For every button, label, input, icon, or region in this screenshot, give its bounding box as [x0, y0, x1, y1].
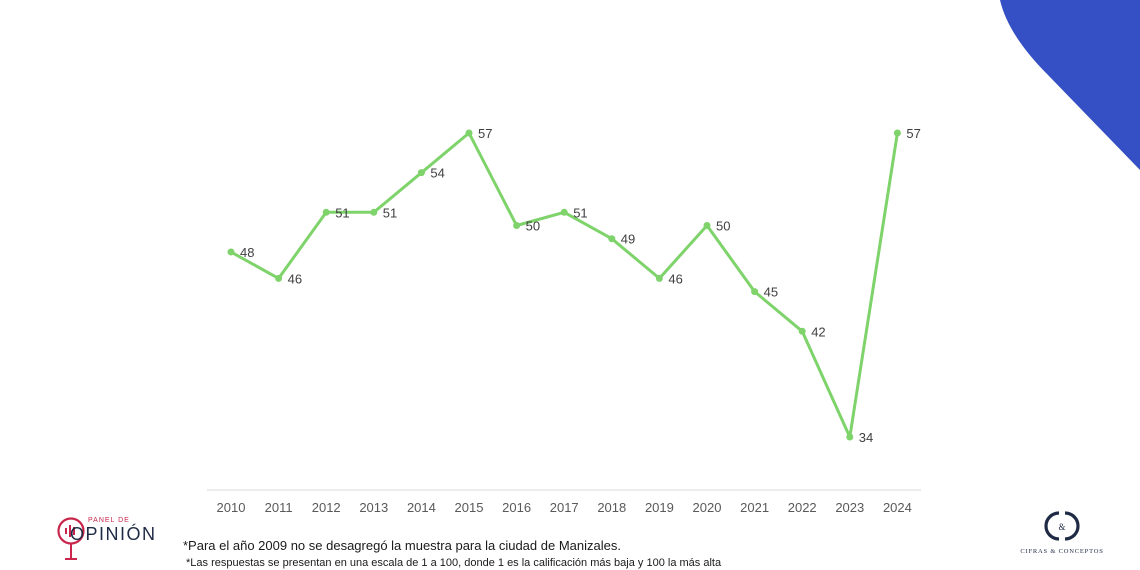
x-tick-label: 2022: [788, 500, 817, 515]
x-tick-label: 2023: [835, 500, 864, 515]
footnote-sample: *Para el año 2009 no se desagregó la mue…: [183, 538, 621, 553]
svg-text:&: &: [1058, 522, 1065, 532]
data-label: 45: [764, 285, 778, 300]
data-point: [275, 274, 283, 282]
cifras-conceptos-logo: & CIFRAS & CONCEPTOS: [1012, 506, 1112, 566]
data-label: 42: [811, 324, 825, 339]
x-tick-label: 2016: [502, 500, 531, 515]
data-point: [513, 222, 521, 230]
x-tick-label: 2018: [597, 500, 626, 515]
x-tick-label: 2020: [693, 500, 722, 515]
data-point: [417, 169, 425, 177]
x-tick-label: 2019: [645, 500, 674, 515]
footnote-scale: *Las respuestas se presentan en una esca…: [186, 557, 722, 569]
data-label: 57: [478, 126, 492, 141]
data-label: 51: [383, 205, 397, 220]
x-tick-label: 2010: [217, 500, 246, 515]
x-tick-label: 2024: [883, 500, 912, 515]
data-label: 46: [288, 271, 302, 286]
microphone-icon: [57, 517, 85, 560]
panel-de-opinion-logo: PANEL DE OPINIÓN: [54, 512, 164, 566]
x-tick-label: 2012: [312, 500, 341, 515]
data-point: [322, 208, 330, 216]
logo-text-opinion: OPINIÓN: [70, 524, 157, 544]
data-point: [560, 208, 568, 216]
data-labels: 48 46 51 51 54 57 50 51 49 46 50 45 42 34 57: [240, 126, 921, 445]
data-point: [703, 222, 711, 230]
data-points: [227, 129, 901, 441]
data-label: 54: [430, 166, 444, 181]
data-point: [465, 129, 473, 137]
data-label: 49: [621, 232, 635, 247]
data-label: 50: [716, 219, 730, 234]
data-label: 51: [335, 205, 349, 220]
data-point: [608, 235, 616, 243]
x-tick-label: 2021: [740, 500, 769, 515]
cc-monogram-icon: &: [1044, 511, 1080, 541]
logo-text-cifras-conceptos: CIFRAS & CONCEPTOS: [1020, 548, 1104, 555]
corner-decoration: [1000, 0, 1140, 170]
data-label: 51: [573, 205, 587, 220]
data-label: 46: [668, 271, 682, 286]
data-point: [370, 208, 378, 216]
x-tick-label: 2013: [359, 500, 388, 515]
data-label: 48: [240, 245, 254, 260]
data-label: 34: [859, 430, 873, 445]
logo-text-panel-de: PANEL DE: [88, 517, 130, 524]
data-label: 50: [526, 219, 540, 234]
x-tick-label: 2015: [455, 500, 484, 515]
data-point: [798, 327, 806, 335]
series-line: [229, 131, 899, 439]
data-label: 57: [906, 126, 920, 141]
data-point: [227, 248, 235, 256]
x-tick-labels: 2010 2011 2012 2013 2014 2015 2016 2017 2018 2019…: [217, 500, 912, 515]
x-tick-label: 2011: [265, 500, 293, 515]
data-point: [751, 288, 759, 296]
data-point: [846, 433, 854, 441]
data-point: [893, 129, 901, 137]
data-point: [655, 274, 663, 282]
x-tick-label: 2017: [550, 500, 579, 515]
x-tick-label: 2014: [407, 500, 436, 515]
